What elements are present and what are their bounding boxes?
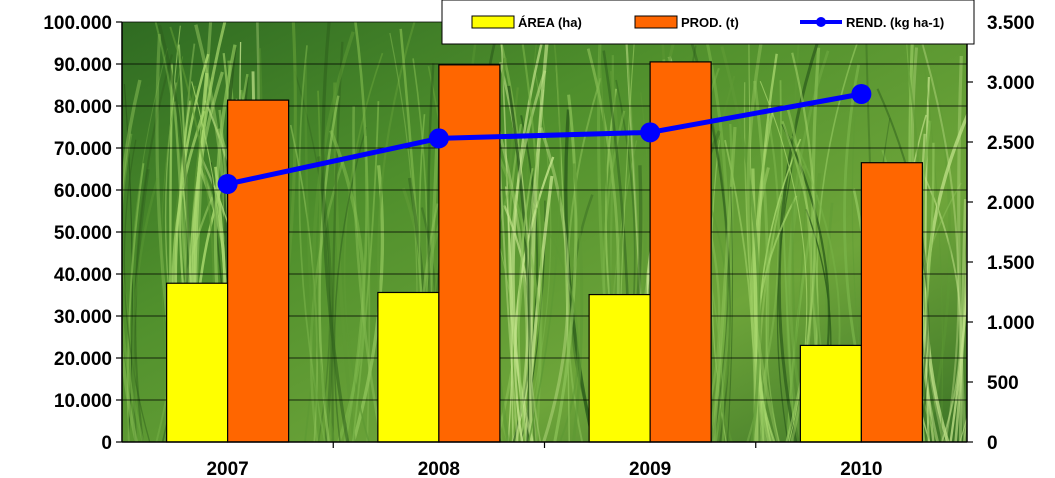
legend-label: PROD. (t) — [681, 15, 739, 30]
grass-blade — [122, 262, 131, 442]
grass-blade — [517, 168, 534, 442]
grass-blade — [916, 28, 960, 442]
rend-point-2009 — [640, 122, 661, 143]
grass-blade — [720, 46, 761, 442]
grass-blade — [921, 43, 944, 442]
legend-box — [441, 0, 975, 45]
rend-point-2008 — [428, 128, 449, 149]
left-tick-label: 90.000 — [54, 55, 112, 76]
bar-area-2009 — [588, 293, 651, 443]
grass-blade — [958, 199, 967, 442]
right-tick-label: 3.500 — [987, 13, 1035, 34]
grass-blade — [759, 80, 808, 442]
grass-blade — [949, 275, 967, 442]
grass-blade — [957, 55, 967, 442]
right-tick-label: 1.000 — [987, 313, 1035, 334]
left-tick-label: 70.000 — [54, 139, 112, 160]
rend-point-2007 — [217, 174, 238, 194]
grass-blade — [343, 22, 368, 442]
grass-blade — [509, 70, 547, 442]
grass-blade — [122, 79, 142, 442]
legend: ÁREA (ha) PROD. (t) REND. (kg ha-1) — [441, 0, 975, 45]
rend-line — [227, 91, 862, 187]
left-axis-ticks: 0 10.000 20.000 30.000 40.000 50.000 60.000 70.… — [43, 13, 122, 454]
bar-prod-2007 — [227, 99, 290, 443]
bar-area-2010 — [799, 344, 862, 443]
grass-blade — [786, 67, 812, 442]
grass-blade — [539, 127, 570, 442]
grass-blade — [500, 43, 514, 442]
legend-label: ÁREA (ha) — [518, 15, 582, 30]
bar-prod-2008 — [438, 64, 501, 443]
grass-blade — [528, 32, 550, 442]
left-tick-label: 60.000 — [54, 181, 112, 202]
grass-blade — [134, 54, 174, 442]
grass-blade — [786, 109, 813, 442]
grass-blade — [331, 41, 344, 442]
grass-blade — [527, 28, 561, 442]
left-tick-label: 40.000 — [54, 265, 112, 286]
bar-prod-2010 — [860, 162, 923, 443]
right-axis-ticks: 0 500 1.000 1.500 2.000 2.500 3.000 3.500 — [967, 13, 1035, 454]
grass-blade — [514, 156, 555, 442]
legend-marker — [816, 17, 826, 27]
grass-blade — [726, 186, 734, 442]
grass-blade — [312, 31, 355, 442]
category-labels: 2007 2008 2009 2010 — [206, 442, 883, 478]
right-tick-label: 1.500 — [987, 253, 1035, 274]
legend-swatch — [634, 15, 678, 29]
grass-blade — [352, 106, 383, 442]
category-label: 2007 — [206, 459, 248, 478]
legend-swatch — [471, 15, 515, 29]
right-tick-label: 3.000 — [987, 73, 1035, 94]
grass-blade — [711, 126, 737, 442]
bar-area-2008 — [377, 291, 440, 443]
grass-blade — [526, 146, 542, 442]
grass-blade — [304, 90, 321, 442]
grass-blade — [924, 72, 952, 442]
grass-blade — [777, 38, 821, 442]
grass-blade — [333, 126, 367, 442]
grass-blade — [132, 168, 150, 442]
left-tick-label: 100.000 — [43, 13, 112, 34]
left-tick-label: 20.000 — [54, 349, 112, 370]
grass-blade — [753, 110, 774, 442]
category-label: 2010 — [840, 459, 882, 478]
grass-blade — [748, 25, 762, 442]
right-tick-label: 2.000 — [987, 193, 1035, 214]
grass-blade — [565, 77, 602, 442]
category-label: 2008 — [418, 459, 460, 478]
grass-blade — [521, 40, 543, 442]
grass-blade — [298, 45, 326, 442]
right-tick-label: 500 — [987, 373, 1019, 394]
grass-blade — [553, 94, 578, 442]
grass-blade — [131, 177, 159, 442]
right-tick-label: 0 — [987, 433, 998, 454]
bar-area-2007 — [166, 282, 229, 443]
left-tick-label: 0 — [101, 433, 112, 454]
left-tick-label: 80.000 — [54, 97, 112, 118]
right-tick-label: 2.500 — [987, 133, 1035, 154]
grass-blade — [779, 80, 796, 442]
left-tick-label: 30.000 — [54, 307, 112, 328]
grass-blade — [528, 171, 536, 442]
left-tick-label: 10.000 — [54, 391, 112, 412]
category-label: 2009 — [629, 459, 671, 478]
grass-blade — [564, 109, 596, 442]
grass-blade — [351, 101, 380, 442]
grass-blade — [572, 163, 584, 442]
line-series — [217, 84, 872, 194]
grass-blade — [753, 80, 770, 442]
grass-blade — [746, 23, 781, 442]
grass-blade — [123, 139, 151, 442]
bar-prod-2009 — [649, 61, 712, 443]
grass-blade — [954, 220, 967, 442]
legend-label: REND. (kg ha-1) — [846, 15, 944, 30]
grass-blade — [129, 48, 168, 442]
grass-blade — [776, 153, 796, 442]
grass-blade — [122, 133, 145, 442]
rend-point-2010 — [851, 84, 872, 104]
left-tick-label: 50.000 — [54, 223, 112, 244]
